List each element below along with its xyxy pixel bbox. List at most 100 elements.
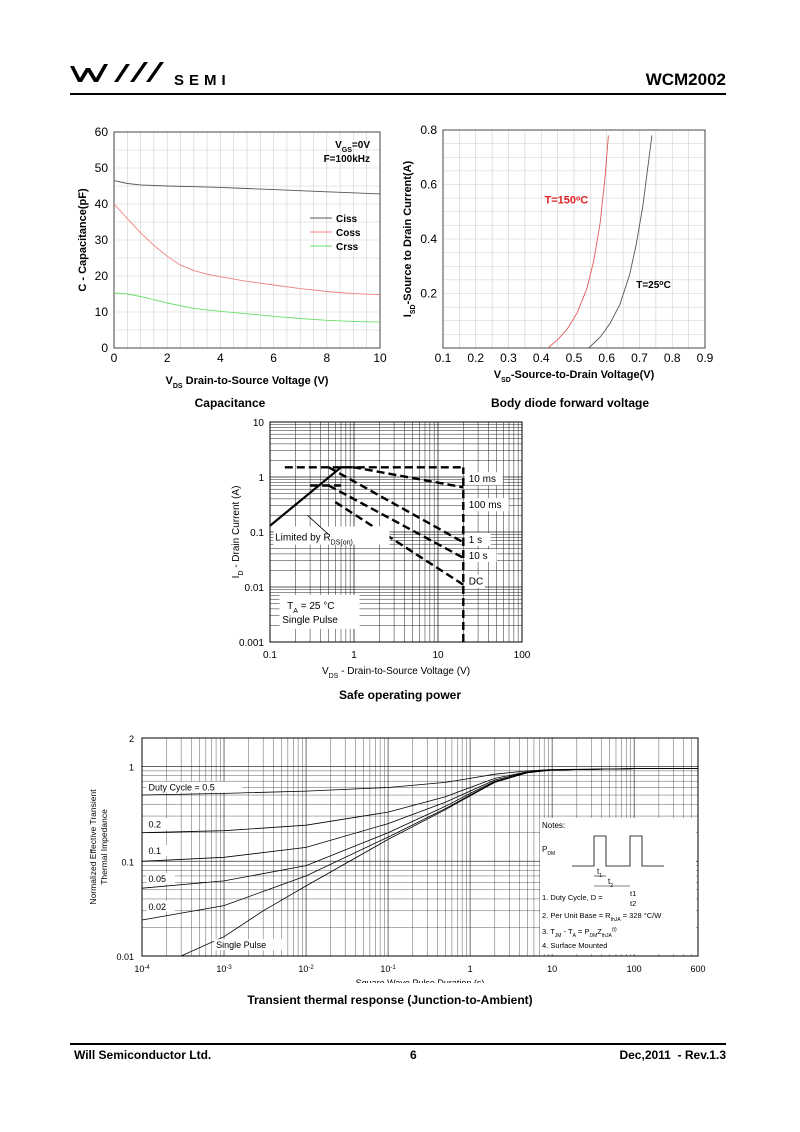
annotation-single-pulse: Single Pulse [282,615,338,626]
legend-bg [146,845,170,857]
y-tick-label: 0.01 [245,583,265,594]
legend-label: 10 s [469,551,488,562]
y-tick-label: 0.1 [121,857,134,867]
x-tick-label: 0.5 [566,351,583,365]
annotation-vgs: VGS=0V [335,140,370,154]
legend-bg [464,574,485,588]
y-tick-label: 20 [95,269,109,283]
series-line-ciss [113,180,381,195]
label-150c: T=150oC [545,195,589,207]
legend-bg [146,872,175,884]
legend-bg [464,498,509,512]
footer-company: Will Semiconductor Ltd. [74,1048,212,1062]
legend-label: 100 ms [469,500,502,511]
x-tick-label: 0.6 [598,351,615,365]
legend-bg [214,939,288,951]
legend-bg [146,900,175,912]
y-tick-label: 1 [258,473,264,484]
pulse-waveform-icon [572,835,664,867]
annotation-rds: Limited by RDS(on) [275,533,353,547]
soa-chart: 0.1 1 10 100 0.001 0.01 0.1 1 10 10 ms 100 ms 1 s 10… [231,418,531,680]
series-label: Duty Cycle = 0.5 [148,783,214,793]
rds-limit-line [269,466,342,527]
x-tick-label: 4 [217,351,224,365]
legend-label: 10 ms [469,474,496,485]
x-tick-label: 100 [627,964,642,974]
y-axis-label: C - Capacitance(pF) [77,188,89,292]
x-tick-label: 2 [164,351,171,365]
company-logo [68,60,168,93]
plot-frame [269,421,523,643]
body-diode-chart: 0.1 0.2 0.3 0.4 0.5 0.6 0.7 0.8 0.9 0.2 0.4 0.6 0.8 T… [402,123,714,384]
footer-page-number: 6 [410,1048,417,1062]
x-tick-label: 1 [468,964,473,974]
x-tick-label: 6 [270,351,277,365]
legend-bg [146,781,243,793]
y-axis-label-line2: Thermal Impedance [99,809,109,885]
y-axis-label-line1: Normalized Effective Transient [88,789,98,905]
y-tick-label: 0.1 [250,528,264,539]
series-label: 0.05 [148,874,166,884]
x-tick-label: 8 [323,351,330,365]
y-tick-label: 1 [129,763,134,773]
y-tick-label: 0.2 [420,287,437,301]
legend-bg [464,549,497,563]
y-tick-label: 10 [253,418,265,429]
thermal-curve [180,768,698,957]
y-tick-label: 0 [101,341,108,355]
y-tick-label: 0.001 [239,638,264,649]
legend-label: DC [469,577,483,588]
caption-capacitance: Capacitance [194,396,266,410]
y-tick-label: 30 [95,233,109,247]
annotation-arrow [307,515,329,535]
x-tick-label: 10-2 [298,964,314,974]
header-rule [70,93,726,95]
x-tick-label: 0 [111,351,118,365]
y-tick-label: 10 [95,305,109,319]
capacitance-chart: 0 2 4 6 8 10 0 10 20 30 40 50 60 Ciss Coss Crss VGS=0VF=… [77,125,387,390]
brand-wordmark: SEMI [174,72,231,89]
annotation-bg [273,526,390,545]
x-tick-label: 600 [690,964,705,974]
x-tick-label: 10-3 [216,964,232,974]
x-axis-label: VDS Drain-to-Source Voltage (V) [166,375,329,390]
soa-curve [341,466,464,489]
y-tick-label: 50 [95,161,109,175]
soa-curve [328,484,464,559]
annotation-freq: F=100kHz [324,154,370,165]
x-tick-label: 1 [351,650,357,661]
series-line-150c [547,135,609,349]
soa-curve [328,466,464,544]
legend-bg [464,532,491,546]
note-4: 4. Surface Mounted [542,941,607,950]
plot-frame [113,131,381,349]
x-tick-label: 0.1 [435,351,452,365]
x-axis-label: Square Wave Pulse Duration (s) [356,978,485,983]
logo-swoosh-icon [70,62,164,82]
x-tick-label: 10 [432,650,444,661]
legend-bg [464,472,503,486]
note-1-numerator: t1 [630,889,636,898]
y-tick-label: 0.4 [420,232,437,246]
note-2: 2. Per Unit Base = RthJA = 328 °C/W [542,911,662,923]
legend-label: 1 s [469,535,482,546]
caption-thermal: Transient thermal response (Junction-to-… [247,993,533,1007]
notes-pdm: PDM [542,845,555,857]
x-tick-label: 0.3 [500,351,517,365]
legend-label: Coss [336,228,361,239]
footer-revision: Dec,2011 - Rev.1.3 [619,1048,726,1062]
x-tick-label: 100 [514,650,531,661]
y-tick-label: 40 [95,197,109,211]
footer-rule [70,1043,726,1045]
x-tick-label: 0.9 [697,351,714,365]
x-tick-label: 0.1 [263,650,277,661]
y-axis-label: ISD-Source to Drain Current(A) [402,160,417,317]
y-tick-label: 60 [95,125,109,139]
series-label: 0.02 [148,902,166,912]
y-tick-label: 2 [129,734,134,744]
soa-curve [334,501,464,586]
note-3: 3. TJM - TA = PDMZthJA(t) [542,927,617,939]
caption-body-diode: Body diode forward voltage [490,396,649,410]
caption-soa: Safe operating power [338,688,462,702]
annotation-ta: TA = 25 °C [287,601,334,615]
